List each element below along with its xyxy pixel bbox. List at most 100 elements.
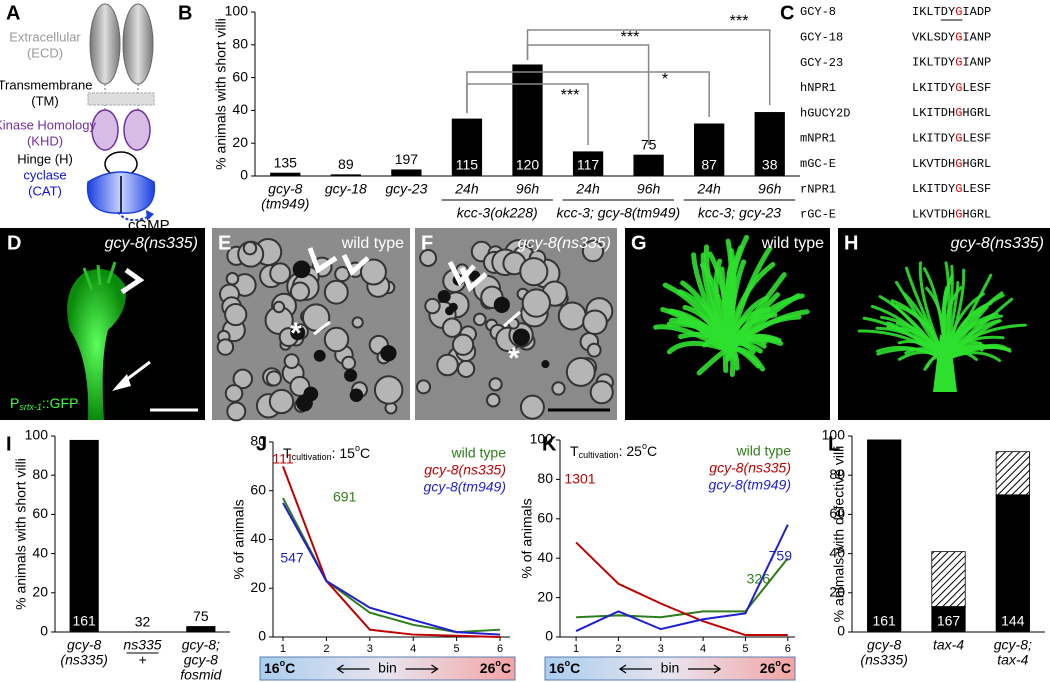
organelle xyxy=(216,338,235,356)
sequence-part: IANP xyxy=(962,56,991,70)
reporter-label: Psrtx-1::GFP xyxy=(10,395,78,413)
villus xyxy=(725,234,750,353)
organelle xyxy=(268,388,295,415)
organelle xyxy=(419,249,438,267)
panel-label: F xyxy=(421,232,433,254)
temperature-label: 26oC xyxy=(760,658,791,675)
n-label: 167 xyxy=(937,613,961,629)
organelle xyxy=(581,240,605,263)
legend-entry: gcy-8(ns335) xyxy=(424,462,506,478)
panel-label: I xyxy=(6,433,12,455)
vesicle xyxy=(512,328,530,346)
title-part: cultivation xyxy=(579,450,619,460)
y-tick-label: 40 xyxy=(537,549,553,565)
sequence-part: LESF xyxy=(962,182,991,196)
organelle xyxy=(416,379,432,395)
x-tick-label: 5 xyxy=(742,643,748,655)
sequence-name: hGUCY2D xyxy=(800,106,850,120)
bar xyxy=(270,172,301,176)
x-tick-label: 2 xyxy=(323,643,329,655)
organelle xyxy=(586,342,602,358)
temperature-part: 16 xyxy=(549,660,565,676)
x-tick-label: gcy-8 xyxy=(67,637,101,653)
line-series xyxy=(282,466,501,638)
x-tick-label: gcy-8; xyxy=(994,637,1032,653)
organelle xyxy=(283,353,300,370)
x-tick-label: tax-4 xyxy=(933,637,964,653)
bar xyxy=(451,118,483,176)
x-tick-label: 3 xyxy=(658,643,664,655)
bar xyxy=(694,123,725,176)
line-series xyxy=(575,524,789,632)
y-tick-label: 60 xyxy=(250,481,266,497)
sequence-part: LESF xyxy=(962,132,991,146)
sequence-name: mGC-E xyxy=(800,157,836,171)
sequence-part: LKVTDH xyxy=(912,157,955,171)
significance-bracket xyxy=(466,83,589,145)
temperature-part: C xyxy=(781,660,791,676)
line-series xyxy=(282,502,501,636)
y-tick-label: 80 xyxy=(829,466,845,482)
receptor-diagram: Extracellular (ECD) Transmembrane (TM) K… xyxy=(0,3,170,234)
sequence-part: G xyxy=(955,182,962,196)
x-tick-label: gcy-18 xyxy=(325,181,367,197)
y-tick-label: 100 xyxy=(530,431,554,447)
vesicle xyxy=(313,349,326,362)
image-panel-d: D gcy-8(ns335) Psrtx-1::GFP xyxy=(0,228,205,420)
organelle xyxy=(472,312,487,327)
n-label: 1301 xyxy=(564,471,595,487)
y-tick-label: 20 xyxy=(232,134,248,150)
organelle xyxy=(265,370,282,387)
sequence-part: IKLTDY xyxy=(912,56,955,70)
n-label: 111 xyxy=(272,451,293,467)
sequence: LKITDYGLESF xyxy=(912,81,991,95)
n-label: 38 xyxy=(762,157,778,173)
panel-label: C xyxy=(780,2,794,24)
panel-label: D xyxy=(7,232,21,254)
chart-title: Tcultivation: 25oC xyxy=(570,441,657,460)
title-part: C xyxy=(360,445,370,461)
sequence: LKITDYGLESF xyxy=(912,182,991,196)
asterisk: * xyxy=(290,317,302,350)
vesicle xyxy=(493,296,510,313)
organelle xyxy=(565,356,596,387)
legend-entry: gcy-8(ns335) xyxy=(709,460,791,476)
y-tick-label: 40 xyxy=(829,544,845,560)
sequence-part: IKLTDY xyxy=(912,5,955,19)
temperature-label: 16oC xyxy=(264,658,295,675)
y-tick-label: 20 xyxy=(829,584,845,600)
significance-label: * xyxy=(662,71,668,88)
y-tick-label: 0 xyxy=(545,628,553,644)
y-tick-label: 60 xyxy=(537,510,553,526)
sequence-part: HGRL xyxy=(962,157,991,171)
sequence-name: mNPR1 xyxy=(800,132,836,146)
x-tick-label: 6 xyxy=(497,643,503,655)
title-part: T xyxy=(570,443,579,459)
temperature-part: o xyxy=(280,658,286,668)
bar xyxy=(754,112,785,176)
bar-segment xyxy=(931,551,966,607)
significance-label: *** xyxy=(561,87,580,104)
y-tick-label: 100 xyxy=(225,3,249,19)
line-series xyxy=(282,497,501,634)
title-part: o xyxy=(642,441,647,451)
y-axis-label: % animals with short villi xyxy=(213,18,229,170)
organelle xyxy=(359,258,387,286)
sequence-part: G xyxy=(955,208,962,222)
organelle xyxy=(224,384,244,403)
vesicle xyxy=(290,325,306,341)
organelle xyxy=(441,317,463,338)
sequence: IKLTDYGIADP xyxy=(912,5,991,19)
sequence-part: VKLSDY xyxy=(912,30,955,44)
sequence-part: LKITDY xyxy=(912,81,955,95)
y-tick-label: 80 xyxy=(250,433,266,449)
sequence-name: GCY-23 xyxy=(800,56,843,70)
x-tick-label: 5 xyxy=(454,643,460,655)
bar-segment xyxy=(931,606,966,633)
organelle xyxy=(323,279,349,305)
y-tick-label: 20 xyxy=(250,579,266,595)
sequence-part: HGRL xyxy=(962,208,991,222)
domain-label: (CAT) xyxy=(28,183,62,198)
x-tick-label: 2 xyxy=(615,643,621,655)
x-tick-label: (ns335) xyxy=(860,652,907,668)
